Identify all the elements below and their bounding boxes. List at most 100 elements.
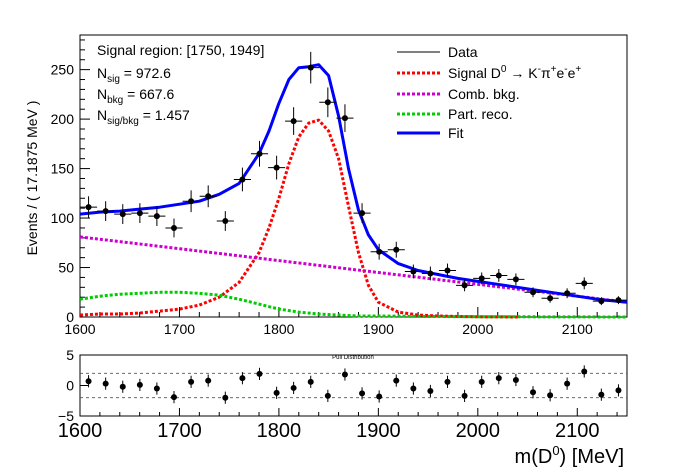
pull-data-points <box>85 365 622 404</box>
pull-x-tick-label: 2100 <box>555 420 600 442</box>
data-point <box>199 185 217 208</box>
pull-marker <box>530 389 537 396</box>
data-point <box>370 243 388 260</box>
pull-marker <box>324 392 331 399</box>
legend-signal-sup4: - <box>564 64 567 75</box>
x-axis-label-part2: ) [MeV] <box>560 446 624 468</box>
pull-point <box>359 387 366 400</box>
y-tick-label: 150 <box>51 161 75 177</box>
data-point <box>353 203 371 223</box>
pull-point <box>564 377 571 390</box>
pull-x-tick-label: 1800 <box>257 420 302 442</box>
data-marker <box>119 211 126 218</box>
data-marker <box>598 298 605 305</box>
legend-signal-sup3: + <box>551 64 557 75</box>
data-marker <box>324 99 331 106</box>
data-point <box>404 264 422 279</box>
data-point <box>216 211 234 231</box>
data-point <box>524 287 542 298</box>
ratio-subscript: sig/bkg <box>107 116 139 127</box>
y-axis-label: Events / ( 17.1875 MeV ) <box>24 101 40 256</box>
main-curves <box>79 63 628 319</box>
x-tick-label: 1600 <box>64 321 95 337</box>
data-point <box>268 155 286 180</box>
pull-point <box>170 390 177 404</box>
legend-signal-part4: e <box>556 65 564 81</box>
data-point <box>131 203 149 223</box>
legend-signal-sup5: + <box>575 64 581 75</box>
n-bkg-subscript: bkg <box>107 95 123 106</box>
legend-signal-sup2: - <box>538 64 541 75</box>
n-sig-subscript: sig <box>107 74 120 85</box>
pull-marker <box>307 378 314 385</box>
data-marker <box>153 213 160 220</box>
legend-signal-sup1: 0 <box>501 64 507 75</box>
pull-marker <box>598 391 605 398</box>
data-marker <box>205 193 212 200</box>
y-tick-label: 100 <box>51 210 75 226</box>
data-marker <box>564 290 571 297</box>
legend-signal-part5: e <box>568 65 576 81</box>
pull-point <box>410 382 417 395</box>
pull-marker <box>188 378 195 385</box>
pull-axis-ticks: −5 0 5 1600 1700 1800 1900 2000 2100 <box>58 347 627 442</box>
pull-point <box>547 389 554 402</box>
legend-label-partreco: Part. reco. <box>448 106 513 122</box>
legend-label-fit: Fit <box>448 125 464 141</box>
pull-marker <box>393 377 400 384</box>
x-axis-label-sup: 0 <box>552 443 559 458</box>
pull-marker <box>359 390 366 397</box>
pull-marker <box>615 387 622 394</box>
legend-signal-part3: π <box>541 65 551 81</box>
pull-point <box>85 375 92 388</box>
pull-point <box>427 384 434 398</box>
main-axis-ticks: 0 50 100 150 200 250 1600 1700 1800 1900 2000 2100 <box>51 39 618 337</box>
pull-point <box>598 388 605 401</box>
data-marker <box>170 224 177 231</box>
pull-point <box>273 386 280 399</box>
legend-signal-part1: Signal D <box>448 65 501 81</box>
pull-point <box>102 377 109 390</box>
n-sig-value: = 972.6 <box>120 65 171 81</box>
data-marker <box>478 275 485 282</box>
data-point <box>438 263 457 278</box>
data-point <box>165 218 183 238</box>
data-point <box>490 269 508 282</box>
pull-marker <box>170 394 177 401</box>
y-tick-label: 250 <box>51 62 75 78</box>
data-marker <box>102 208 109 215</box>
data-point <box>182 190 200 213</box>
data-marker <box>290 118 297 125</box>
pull-point <box>478 375 485 388</box>
x-tick-label: 1700 <box>164 321 195 337</box>
pull-point <box>290 381 297 395</box>
data-point <box>541 293 559 303</box>
pull-point <box>461 389 468 402</box>
pull-marker <box>376 393 383 400</box>
pull-point <box>256 367 263 381</box>
data-point <box>285 107 303 135</box>
pull-x-tick-label: 1600 <box>58 420 103 442</box>
data-marker <box>461 282 468 289</box>
data-point <box>558 288 576 299</box>
n-sig-symbol: N <box>97 65 107 81</box>
y-tick-label: 200 <box>51 111 75 127</box>
data-point <box>97 201 115 222</box>
data-marker <box>512 276 519 283</box>
x-axis-label-part1: m(D <box>515 446 553 468</box>
data-marker <box>188 198 195 205</box>
data-point <box>336 104 354 132</box>
pull-y-tick-label: −5 <box>58 408 74 424</box>
pull-marker <box>581 368 588 375</box>
data-point <box>421 266 439 281</box>
pull-title: Pull Distribution <box>332 355 374 361</box>
data-marker <box>410 268 417 275</box>
pull-point <box>188 375 195 388</box>
n-sig-text: Nsig = 972.6 <box>97 65 171 85</box>
data-point <box>507 273 525 286</box>
pull-marker <box>461 392 468 399</box>
data-point <box>387 241 405 258</box>
pull-point <box>239 372 246 385</box>
